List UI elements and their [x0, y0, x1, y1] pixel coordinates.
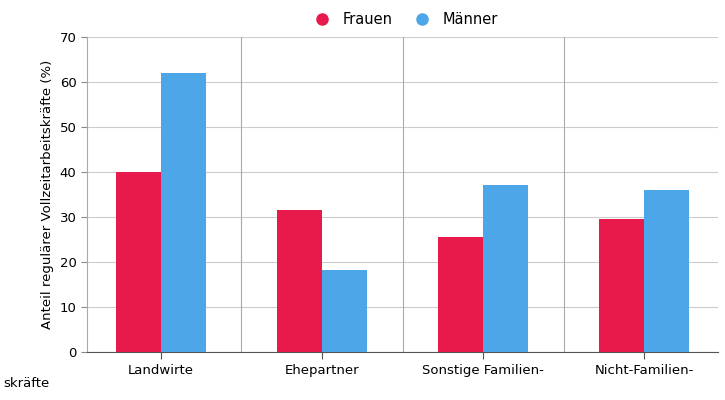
Bar — [438, 237, 483, 352]
Bar — [599, 219, 645, 352]
Legend: Frauen, Männer: Frauen, Männer — [302, 6, 503, 33]
Y-axis label: Anteil regulärer Vollzeitarbeitskräfte (%): Anteil regulärer Vollzeitarbeitskräfte (… — [41, 60, 54, 329]
Bar — [322, 270, 367, 352]
Bar — [645, 190, 689, 352]
Bar — [116, 172, 161, 352]
Bar — [483, 185, 529, 352]
Bar — [161, 73, 206, 352]
Bar — [277, 210, 322, 352]
Text: skräfte: skräfte — [4, 377, 50, 390]
